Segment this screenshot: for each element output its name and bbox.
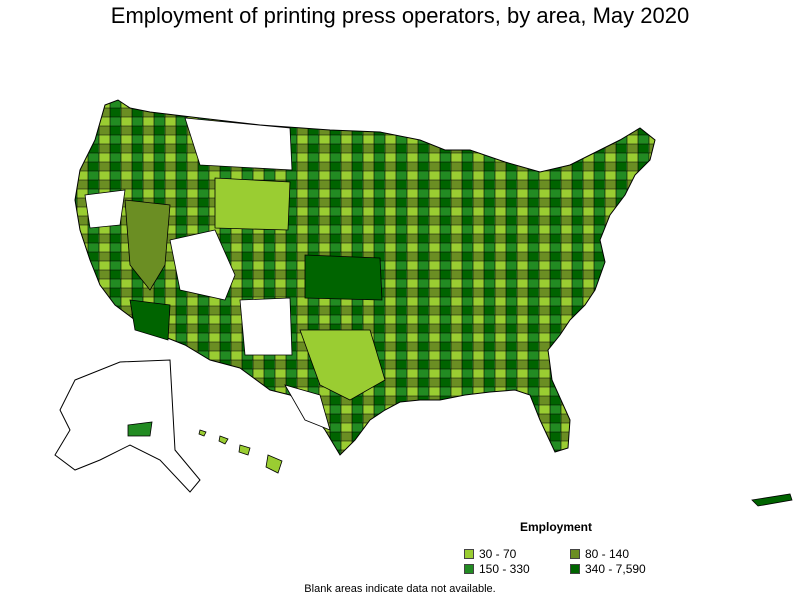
puerto-rico-shape	[751, 493, 793, 507]
legend-label: 80 - 140	[585, 547, 630, 561]
hawaii-islands	[198, 429, 283, 474]
region-nevada	[124, 199, 171, 291]
blank-area-west-texas	[284, 384, 331, 431]
legend-label: 340 - 7,590	[585, 562, 646, 576]
blank-area-nevada-north	[84, 189, 126, 229]
footnote: Blank areas indicate data not available.	[304, 583, 496, 595]
legend-title: Employment	[520, 520, 593, 534]
legend-item-80-140: 80 - 140	[570, 548, 629, 560]
legend-swatch	[570, 549, 580, 559]
legend-swatch	[464, 549, 474, 559]
blank-area-montana	[184, 117, 293, 171]
legend-item-150-330: 150 - 330	[464, 563, 530, 575]
region-southwest	[129, 299, 171, 341]
legend-item-340-7590: 340 - 7,590	[570, 563, 646, 575]
legend-label: 30 - 70	[479, 547, 517, 561]
legend-swatch	[464, 564, 474, 574]
region-texas-central	[299, 329, 386, 401]
blank-area-new-mexico	[239, 297, 293, 356]
region-wyoming	[214, 177, 291, 231]
legend-label: 150 - 330	[479, 562, 530, 576]
legend-item-30-70: 30 - 70	[464, 548, 516, 560]
legend-swatch	[570, 564, 580, 574]
blank-area-great-basin	[169, 229, 236, 301]
alaska-anchorage-region	[127, 421, 153, 437]
region-kansas	[304, 254, 383, 301]
alaska-shape	[54, 359, 201, 493]
legend: Employment 30 - 70 80 - 140 150 - 330 34…	[462, 518, 662, 578]
map-title: Employment of printing press operators, …	[110, 3, 690, 28]
